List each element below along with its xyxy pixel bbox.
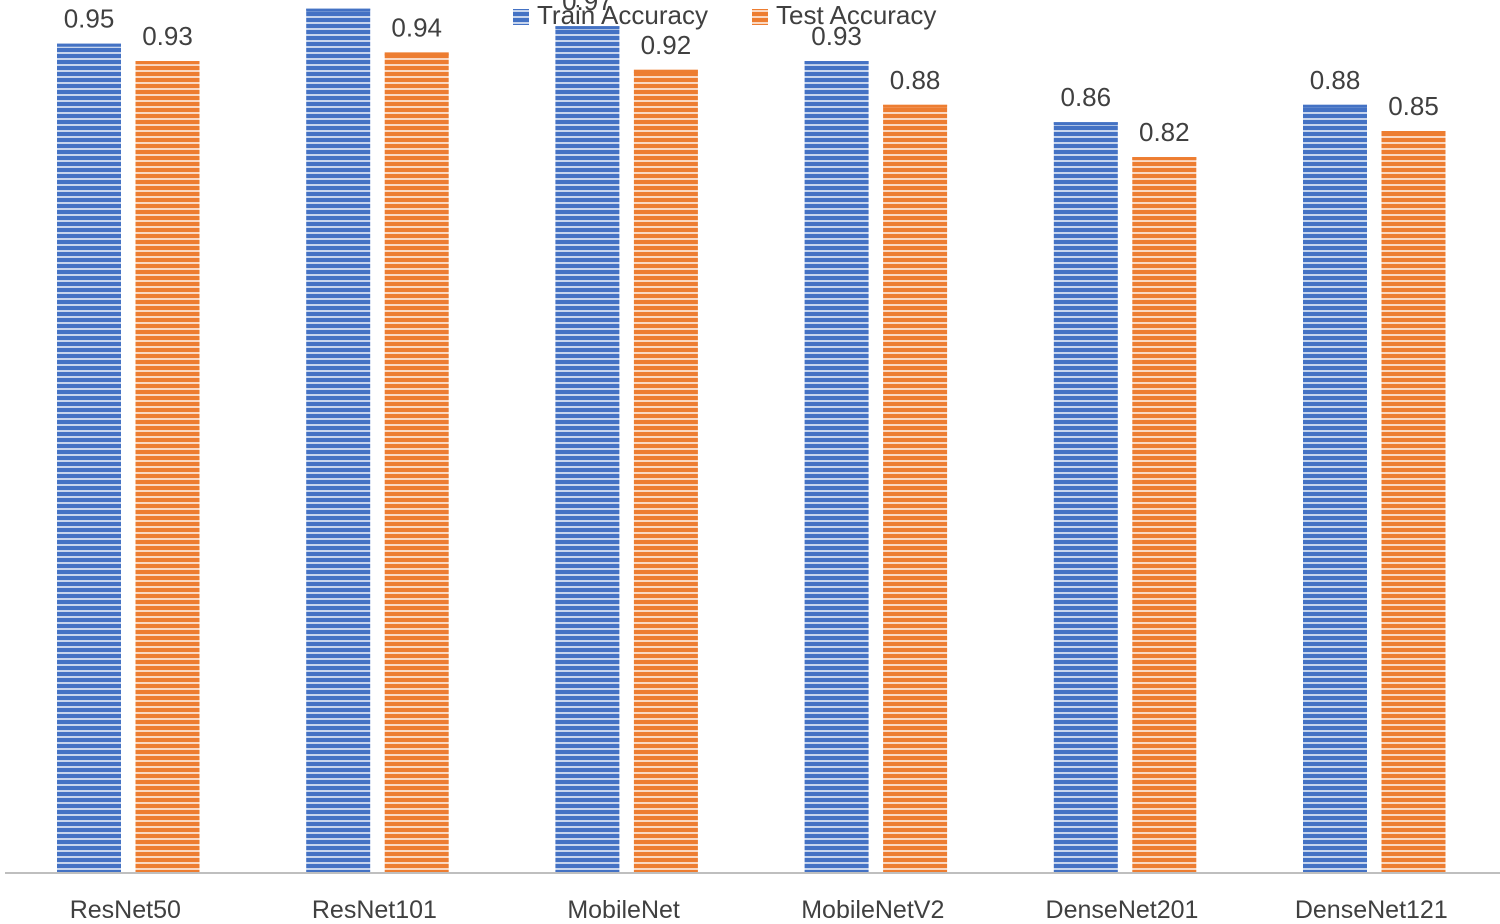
data-label-mobilenetv2-test: 0.88 <box>890 65 941 95</box>
bar-top-edge <box>135 61 200 65</box>
data-labels-group: 0.950.930.990.940.970.920.930.880.860.82… <box>64 0 1439 147</box>
bar-top-edge <box>1053 122 1118 126</box>
data-label-densenet201-test: 0.82 <box>1139 117 1190 147</box>
legend-swatch-train <box>513 9 529 25</box>
x-tick-label-densenet201: DenseNet201 <box>1046 896 1199 924</box>
bar-resnet101-test <box>384 52 449 873</box>
data-label-resnet50-train: 0.95 <box>64 4 115 34</box>
bar-top-edge <box>804 61 869 65</box>
bar-top-edge <box>1303 104 1367 108</box>
legend-swatch-test <box>752 9 768 25</box>
data-label-densenet201-train: 0.86 <box>1060 82 1111 112</box>
bar-mobilenetv2-test <box>883 104 948 874</box>
bar-resnet101-train <box>306 8 371 873</box>
data-label-densenet121-train: 0.88 <box>1310 65 1361 95</box>
data-label-resnet50-test: 0.93 <box>142 21 193 51</box>
bar-resnet50-test <box>135 61 200 874</box>
bar-top-edge <box>633 69 698 73</box>
bar-top-edge <box>1132 157 1197 161</box>
legend-label-train: Train Accuracy <box>537 0 708 30</box>
bar-mobilenet-train <box>555 26 620 873</box>
data-label-mobilenetv2-train: 0.93 <box>811 21 862 51</box>
x-tick-label-densenet121: DenseNet121 <box>1295 896 1448 924</box>
x-tick-label-resnet101: ResNet101 <box>312 896 437 924</box>
bar-densenet201-train <box>1053 122 1118 873</box>
bar-densenet201-test <box>1132 157 1197 874</box>
data-label-mobilenet-test: 0.92 <box>641 30 692 60</box>
data-label-resnet101-test: 0.94 <box>391 12 442 42</box>
x-tick-label-mobilenetv2: MobileNetV2 <box>801 896 944 924</box>
bars-group <box>57 8 1446 874</box>
bar-top-edge <box>555 26 620 30</box>
x-tick-labels-group: ResNet50 ResNet101 MobileNet MobileNetV2 Den… <box>70 896 1448 924</box>
bar-top-edge <box>883 104 948 108</box>
data-label-mobilenet-train: 0.97 <box>562 0 613 16</box>
bar-mobilenetv2-train <box>804 61 869 874</box>
bar-top-edge <box>384 52 449 56</box>
bar-densenet121-train <box>1303 104 1367 874</box>
bar-resnet50-train <box>57 43 121 873</box>
bar-densenet121-test <box>1381 131 1446 873</box>
legend-label-test: Test Accuracy <box>776 0 936 30</box>
x-tick-label-resnet50: ResNet50 <box>70 896 181 924</box>
bar-mobilenet-test <box>633 69 698 874</box>
bar-top-edge <box>1381 131 1446 134</box>
legend: Train Accuracy Test Accuracy <box>513 0 936 30</box>
bar-top-edge <box>306 8 371 12</box>
x-tick-label-mobilenet: MobileNet <box>567 896 680 924</box>
data-label-densenet121-test: 0.85 <box>1388 91 1439 121</box>
bar-top-edge <box>57 43 121 47</box>
